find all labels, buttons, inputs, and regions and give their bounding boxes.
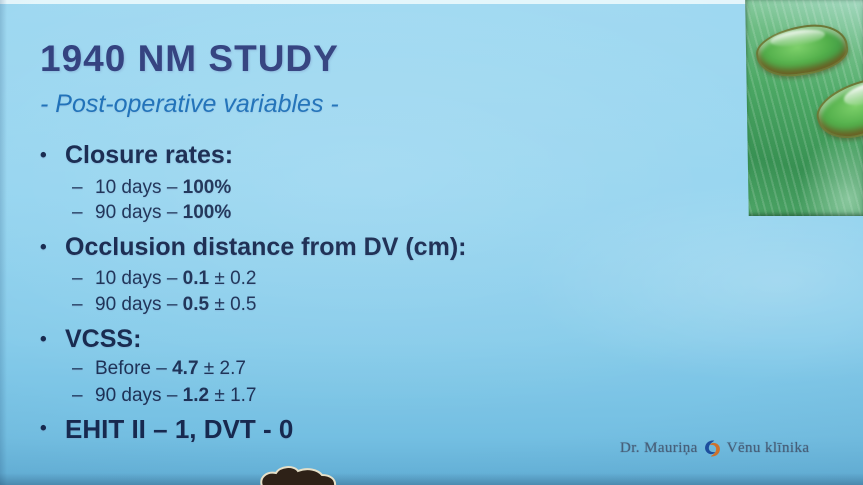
bottom-edge-shade: [0, 473, 863, 485]
list-item-text: 90 days – 1.2 ± 1.7: [95, 385, 257, 406]
dash-icon: –: [72, 385, 83, 406]
water-droplet: [810, 70, 863, 147]
list-item: – Before – 4.7 ± 2.7: [72, 358, 246, 380]
leaf-with-water-droplets-image: [745, 0, 863, 216]
bullet-heading-closure-rates: • Closure rates:: [40, 141, 233, 171]
bullet-heading-vcss: • VCSS:: [40, 325, 141, 355]
droplet-highlight: [841, 75, 863, 110]
dash-icon: –: [72, 268, 83, 289]
heading-text: VCSS:: [65, 325, 142, 353]
list-item: – 10 days – 0.1 ± 0.2: [72, 268, 257, 290]
bullet-line-ehit-dvt: • EHIT II – 1, DVT - 0: [40, 414, 293, 445]
water-droplet: [753, 19, 851, 82]
list-item-text: Before – 4.7 ± 2.7: [95, 358, 246, 379]
list-item: – 90 days – 1.2 ± 1.7: [72, 385, 257, 407]
bullet-icon: •: [40, 329, 47, 350]
droplet-highlight: [769, 26, 826, 50]
clinic-logo-left-text: Dr. Mauriņa: [620, 440, 698, 456]
heading-text: Closure rates:: [65, 141, 234, 169]
bullet-icon: •: [40, 237, 47, 258]
clinic-swirl-icon: [704, 440, 720, 457]
slide-title: 1940 NM STUDY: [40, 38, 339, 79]
bullet-icon: •: [40, 145, 47, 166]
dash-icon: –: [72, 202, 83, 223]
list-item-text: EHIT II – 1, DVT - 0: [65, 414, 294, 444]
bullet-icon: •: [40, 418, 47, 439]
dash-icon: –: [72, 294, 83, 315]
left-edge-shade: [0, 0, 7, 485]
slide-subtitle: - Post-operative variables -: [40, 90, 339, 118]
dash-icon: –: [72, 177, 83, 198]
clinic-logo-right-text: Vēnu klīnika: [726, 440, 810, 456]
list-item: – 10 days – 100%: [72, 177, 231, 199]
list-item-text: 10 days – 0.1 ± 0.2: [95, 268, 257, 289]
list-item-text: 90 days – 100%: [95, 202, 232, 223]
list-item: – 90 days – 0.5 ± 0.5: [72, 294, 257, 316]
heading-text: Occlusion distance from DV (cm):: [65, 233, 467, 261]
slide-top-edge: [0, 0, 863, 4]
list-item-text: 10 days – 100%: [95, 177, 232, 198]
dash-icon: –: [72, 358, 83, 379]
clinic-logo: Dr. Mauriņa Vēnu klīnika: [620, 438, 809, 459]
foreground-silhouette: [260, 466, 337, 485]
list-item: – 90 days – 100%: [72, 202, 231, 224]
list-item-text: 90 days – 0.5 ± 0.5: [95, 294, 257, 315]
bullet-heading-occlusion-distance: • Occlusion distance from DV (cm):: [40, 233, 466, 263]
